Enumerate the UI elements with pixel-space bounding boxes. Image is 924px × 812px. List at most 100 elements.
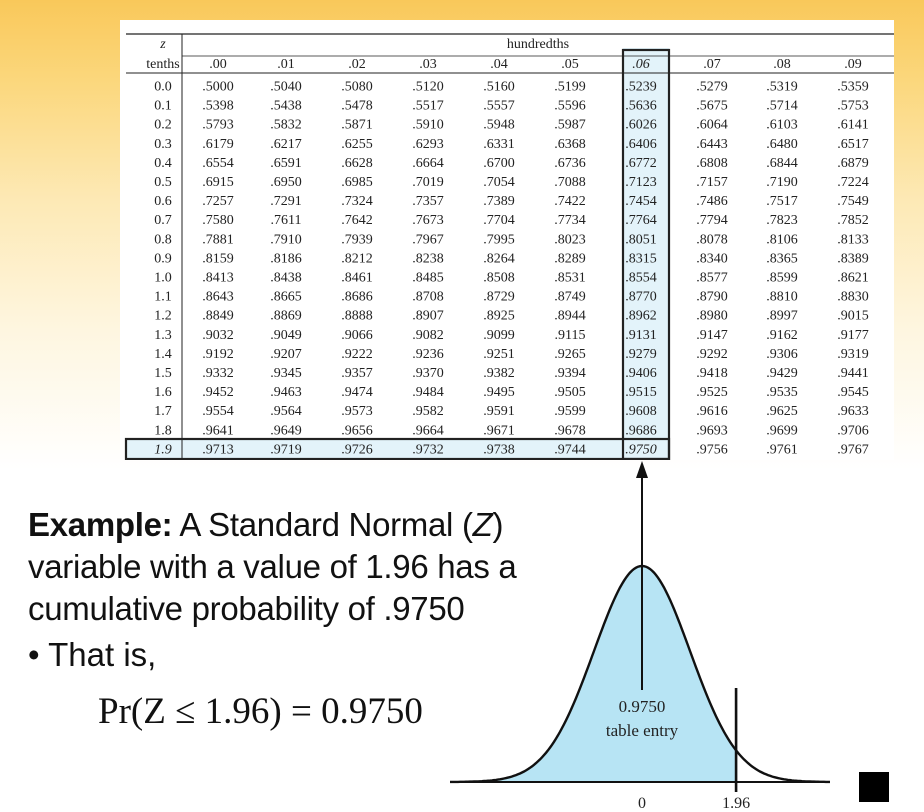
table-cell: .6368 [554,137,586,152]
row-z-label: 0.7 [154,213,172,228]
table-cell: .9732 [412,442,444,457]
table-cell: .8315 [625,251,657,266]
table-cell: .9641 [202,423,234,438]
table-cell: .9484 [412,385,444,400]
table-cell: .9756 [696,442,728,457]
row-z-label: 0.3 [154,137,172,152]
table-cell: .8186 [270,251,302,266]
table-cell: .9236 [412,347,444,362]
table-cell: .9452 [202,385,234,400]
row-z-label: 1.4 [154,347,172,362]
table-cell: .7967 [412,232,444,247]
table-cell: .5279 [696,80,728,95]
table-cell: .9147 [696,328,728,343]
table-cell: .9625 [766,404,798,419]
table-cell: .9370 [412,366,444,381]
table-cell: .5753 [837,99,869,114]
table-cell: .8944 [554,309,586,324]
table-cell: .8729 [483,290,515,305]
z-header: z [159,37,166,52]
probability-formula: Pr(Z ≤ 1.96) = 0.9750 [98,691,423,732]
highlight-row-box [124,437,671,460]
table-cell: .8770 [625,290,657,305]
table-cell: .7734 [554,213,586,228]
table-cell: .9177 [837,328,869,343]
table-cell: .5871 [341,118,373,133]
table-cell: .5438 [270,99,302,114]
table-cell: .9582 [412,404,444,419]
table-cell: .6026 [625,118,657,133]
row-z-label: 1.9 [154,442,172,457]
table-cell: .8830 [837,290,869,305]
table-cell: .5199 [554,80,586,95]
row-z-label: 0.4 [154,156,172,171]
example-text-post: ) variable with a value of 1.96 has a cu… [28,506,517,627]
table-cell: .9192 [202,347,234,362]
table-cell: .5948 [483,118,515,133]
table-cell: .8238 [412,251,444,266]
row-z-label: 1.3 [154,328,172,343]
table-cell: .6141 [837,118,869,133]
table-cell: .8212 [341,251,373,266]
table-cell: .5557 [483,99,515,114]
table-cell: .5319 [766,80,798,95]
table-cell: .9265 [554,347,586,362]
table-cell: .9706 [837,423,869,438]
table-cell: .7190 [766,175,798,190]
table-cell: .8665 [270,290,302,305]
row-z-label: 0.1 [154,99,172,114]
table-cell: .9713 [202,442,234,457]
table-cell: .7704 [483,213,515,228]
table-cell: .8389 [837,251,869,266]
example-text: Example: A Standard Normal (Z) variable … [28,504,548,630]
table-cell: .8869 [270,309,302,324]
table-cell: .6179 [202,137,234,152]
highlight-column-bg [623,48,669,458]
table-cell: .9066 [341,328,373,343]
table-cell: .5239 [625,80,657,95]
column-header: .00 [209,57,227,72]
table-cell: .8849 [202,309,234,324]
table-cell: .9554 [202,404,234,419]
column-header: .05 [561,57,579,72]
table-cell: .8925 [483,309,515,324]
table-cell: .9671 [483,423,515,438]
table-cell: .9693 [696,423,728,438]
table-cell: .9564 [270,404,302,419]
table-cell: .9664 [412,423,444,438]
column-header: .06 [632,57,650,72]
table-cell: .6915 [202,175,234,190]
table-cell: .8264 [483,251,515,266]
table-cell: .9744 [554,442,586,457]
table-cell: .5120 [412,80,444,95]
table-cell: .8708 [412,290,444,305]
tenths-header: tenths [146,57,179,72]
table-cell: .9115 [555,328,586,343]
table-cell: .7257 [202,194,234,209]
table-cell: .6700 [483,156,515,171]
table-cell: .9750 [625,442,657,457]
table-cell: .5398 [202,99,234,114]
column-header: .02 [348,57,366,72]
table-cell: .5987 [554,118,586,133]
table-cell: .6406 [625,137,657,152]
table-cell: .8790 [696,290,728,305]
table-cell: .9162 [766,328,798,343]
table-cell: .7794 [696,213,728,228]
column-header: .07 [703,57,721,72]
table-cell: .5675 [696,99,728,114]
column-header: .08 [773,57,791,72]
row-z-label: 1.8 [154,423,172,438]
table-cell: .9082 [412,328,444,343]
table-cell: .5596 [554,99,586,114]
table-cell: .6255 [341,137,373,152]
highlight-row-bg [126,439,669,458]
table-cell: .7123 [625,175,657,190]
table-cell: .9767 [837,442,869,457]
table-cell: .7673 [412,213,444,228]
table-cell: .9292 [696,347,728,362]
table-cell: .7389 [483,194,515,209]
table-cell: .9251 [483,347,515,362]
table-cell: .9049 [270,328,302,343]
table-cell: .8508 [483,271,515,286]
